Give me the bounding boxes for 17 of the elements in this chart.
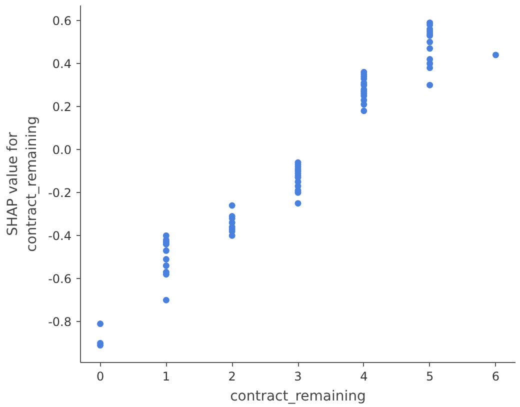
x-tick-label: 5 xyxy=(426,370,434,384)
y-tick-label: -0.8 xyxy=(48,315,72,330)
y-tick-label: 0.2 xyxy=(52,100,72,114)
y-tick-label: -0.6 xyxy=(48,272,72,286)
x-tick-label: 1 xyxy=(162,370,170,384)
y-tick-label: -0.2 xyxy=(48,186,72,200)
x-tick-label: 2 xyxy=(228,370,236,384)
x-tick-label: 6 xyxy=(492,370,500,384)
x-axis-title: contract_remaining xyxy=(230,388,366,404)
y-tick-label: -0.4 xyxy=(48,229,72,244)
x-tick-label: 3 xyxy=(294,370,302,384)
y-tick-label: 0.0 xyxy=(52,143,72,158)
y-tick-label: 0.4 xyxy=(52,57,72,72)
x-tick-label: 0 xyxy=(96,370,104,384)
y-tick-label: 0.6 xyxy=(52,14,72,28)
y-axis-title: SHAP value for contract_remaining xyxy=(4,116,40,252)
x-tick-label: 4 xyxy=(360,370,368,384)
